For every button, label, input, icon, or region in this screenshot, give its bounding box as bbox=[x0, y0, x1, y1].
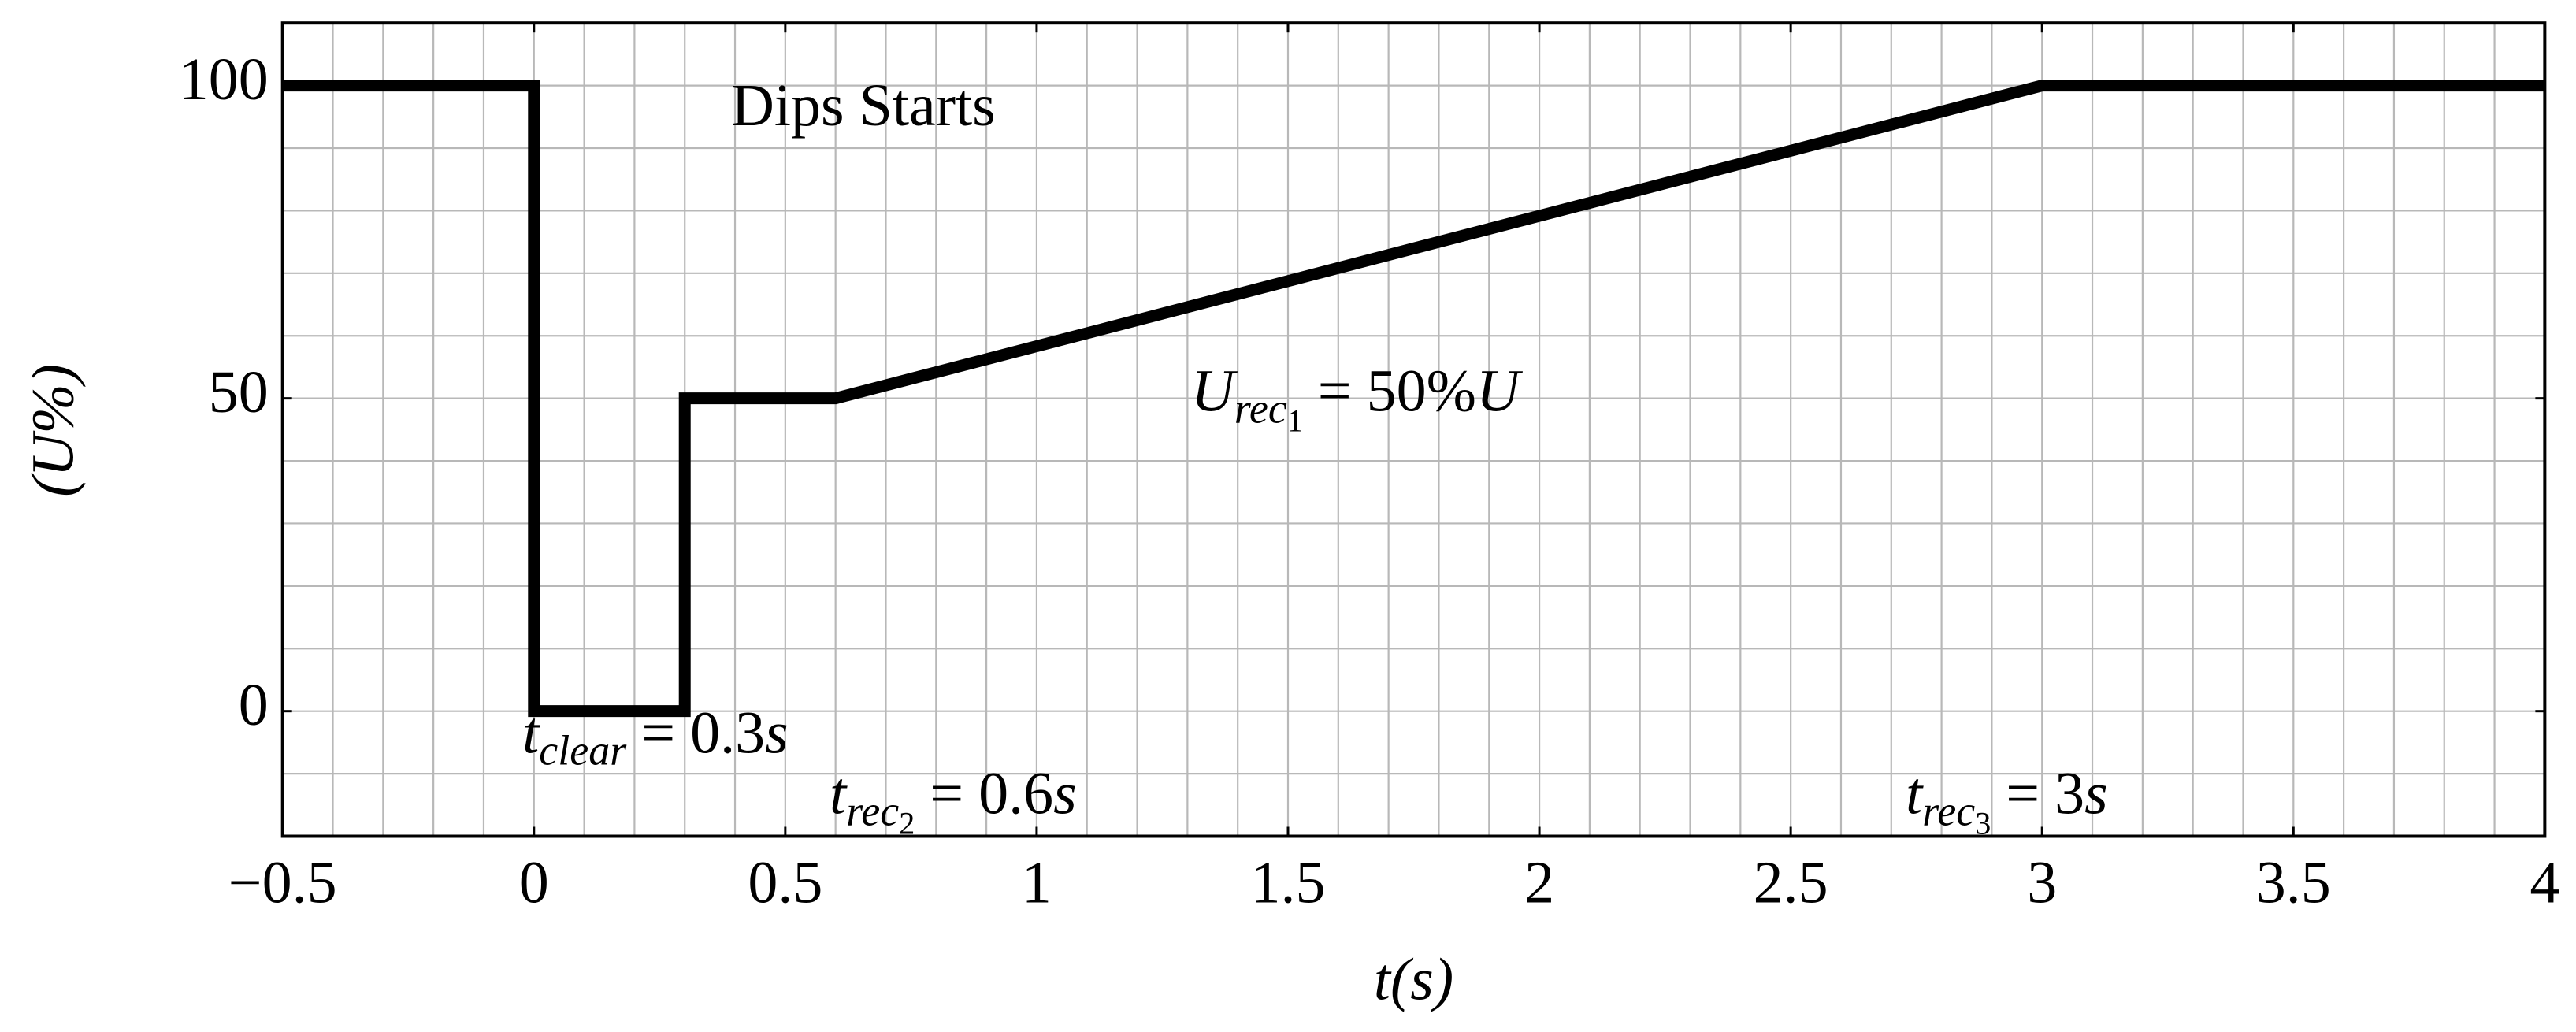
x-tick-label: 2.5 bbox=[1754, 850, 1828, 916]
x-tick-label: 0 bbox=[519, 850, 549, 916]
y-tick-label: 50 bbox=[209, 359, 269, 425]
annotation-part: rec bbox=[1922, 788, 1975, 835]
annotation-part: 3 bbox=[1975, 806, 1991, 841]
plot-frame bbox=[280, 21, 2547, 838]
annotation: Dips Starts bbox=[731, 72, 996, 139]
x-tick-label: 0.5 bbox=[748, 850, 822, 916]
annotation-part: t bbox=[522, 700, 540, 767]
x-tick-label: 1.5 bbox=[1251, 850, 1326, 916]
series-line bbox=[282, 80, 2545, 718]
y-tick-label: 0 bbox=[239, 672, 269, 738]
annotation-part: s bbox=[1053, 761, 1077, 827]
annotation-part: U bbox=[1191, 358, 1238, 425]
annotation-part: clear bbox=[539, 727, 627, 774]
annotation-part: U bbox=[1476, 358, 1523, 425]
annotation-part: 1 bbox=[1287, 403, 1303, 439]
x-tick-label: −0.5 bbox=[228, 850, 337, 916]
annotation-part: t bbox=[1906, 761, 1924, 827]
annotation-part: = 50% bbox=[1303, 358, 1476, 425]
x-tick-label: 1 bbox=[1022, 850, 1052, 916]
annotation: trec2 = 0.6s bbox=[830, 761, 1077, 841]
annotation-part: rec bbox=[846, 788, 899, 835]
x-axis-label: t(s) bbox=[1374, 947, 1453, 1013]
x-tick-label: 3 bbox=[2027, 850, 2057, 916]
annotation: Urec1 = 50%U bbox=[1191, 358, 1523, 439]
annotation: trec3 = 3s bbox=[1906, 761, 2108, 841]
annotation: tclear = 0.3s bbox=[522, 700, 789, 774]
annotation-part: 2 bbox=[899, 806, 915, 841]
annotation-part: = 0.3 bbox=[626, 700, 765, 767]
annotation-part: rec bbox=[1234, 385, 1287, 432]
annotation-part: s bbox=[2084, 761, 2108, 827]
annotation-part: t bbox=[830, 761, 848, 827]
y-tick-label: 100 bbox=[179, 46, 269, 113]
x-tick-label: 4 bbox=[2530, 850, 2559, 916]
annotation-part: Dips Starts bbox=[731, 72, 996, 139]
x-tick-label: 3.5 bbox=[2256, 850, 2331, 916]
annotation-part: = 3 bbox=[1991, 761, 2084, 827]
annotation-part: = 0.6 bbox=[915, 761, 1053, 827]
x-tick-label: 2 bbox=[1524, 850, 1554, 916]
y-axis-label: (U%) bbox=[20, 364, 87, 497]
annotation-part: s bbox=[765, 700, 789, 767]
